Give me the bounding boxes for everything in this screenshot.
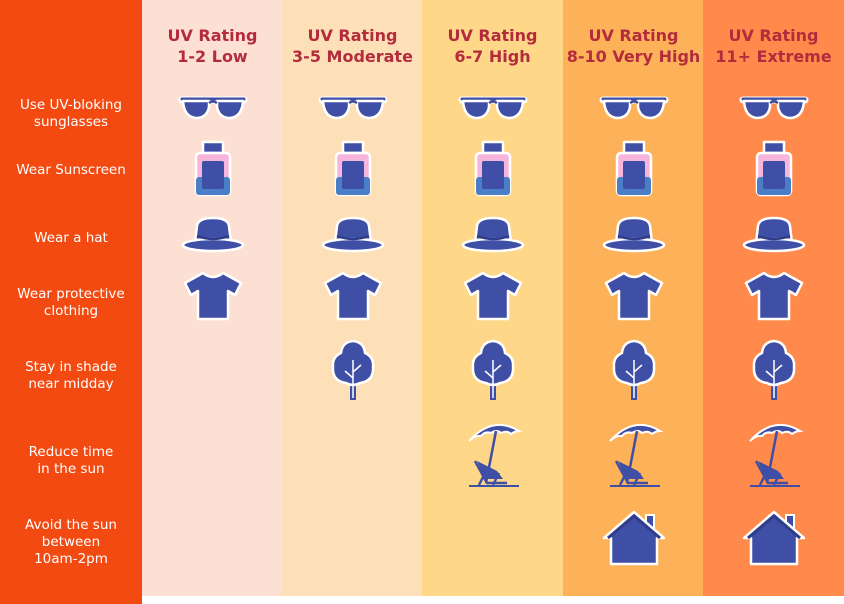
column-heading: UV Rating 11+ Extreme bbox=[703, 25, 844, 67]
hat-icon bbox=[181, 216, 245, 254]
heading-line-1: UV Rating bbox=[167, 26, 258, 45]
heading-line-2: 6-7 High bbox=[454, 47, 531, 66]
sunscreen-icon bbox=[474, 140, 512, 197]
sunglasses-icon bbox=[318, 95, 387, 121]
row-label-shade: Stay in shade near midday bbox=[25, 359, 117, 392]
row-label-sunscreen: Wear Sunscreen bbox=[16, 162, 126, 178]
hat-icon bbox=[742, 216, 806, 254]
beach-chair-icon bbox=[604, 423, 664, 489]
column-heading: UV Rating 8-10 Very High bbox=[563, 25, 704, 67]
tree-icon bbox=[611, 339, 657, 402]
heading-line-1: UV Rating bbox=[447, 26, 538, 45]
column-heading: UV Rating 3-5 Moderate bbox=[282, 25, 423, 67]
column-heading: UV Rating 1-2 Low bbox=[142, 25, 283, 67]
sunscreen-icon bbox=[615, 140, 653, 197]
row-label-sunglasses: Use UV-bloking sunglasses bbox=[20, 97, 122, 130]
sunglasses-icon bbox=[599, 95, 668, 121]
tree-icon bbox=[751, 339, 797, 402]
heading-line-2: 1-2 Low bbox=[177, 47, 248, 66]
heading-line-2: 3-5 Moderate bbox=[292, 47, 413, 66]
sunscreen-icon bbox=[755, 140, 793, 197]
column-heading: UV Rating 6-7 High bbox=[422, 25, 563, 67]
hat-icon bbox=[461, 216, 525, 254]
tshirt-icon bbox=[183, 271, 243, 321]
row-label-clothing: Wear protective clothing bbox=[17, 286, 125, 319]
heading-line-2: 11+ Extreme bbox=[715, 47, 832, 66]
house-icon bbox=[602, 510, 666, 566]
tshirt-icon bbox=[323, 271, 383, 321]
hat-icon bbox=[602, 216, 666, 254]
heading-line-1: UV Rating bbox=[728, 26, 819, 45]
tshirt-icon bbox=[463, 271, 523, 321]
house-icon bbox=[742, 510, 806, 566]
beach-chair-icon bbox=[463, 423, 523, 489]
sunscreen-icon bbox=[194, 140, 232, 197]
row-label-hat: Wear a hat bbox=[34, 230, 108, 246]
heading-line-2: 8-10 Very High bbox=[566, 47, 701, 66]
heading-line-1: UV Rating bbox=[307, 26, 398, 45]
sunglasses-icon bbox=[178, 95, 247, 121]
beach-chair-icon bbox=[744, 423, 804, 489]
row-label-reduce-time: Reduce time in the sun bbox=[28, 444, 114, 477]
tshirt-icon bbox=[744, 271, 804, 321]
tree-icon bbox=[470, 339, 516, 402]
tshirt-icon bbox=[604, 271, 664, 321]
sunglasses-icon bbox=[458, 95, 527, 121]
row-label-avoid-sun: Avoid the sun between 10am-2pm bbox=[25, 517, 117, 567]
heading-line-1: UV Rating bbox=[588, 26, 679, 45]
tree-icon bbox=[330, 339, 376, 402]
hat-icon bbox=[321, 216, 385, 254]
sunglasses-icon bbox=[739, 95, 808, 121]
sunscreen-icon bbox=[334, 140, 372, 197]
sidebar: Use UV-bloking sunglasses Wear Sunscreen… bbox=[0, 0, 142, 604]
